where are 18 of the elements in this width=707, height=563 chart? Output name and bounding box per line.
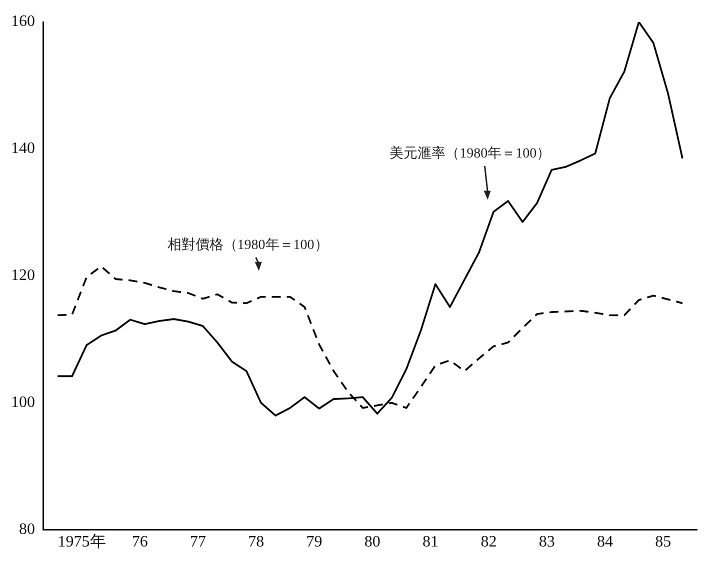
x-tick-label: 82: [480, 534, 497, 551]
x-tick-label: 79: [306, 534, 322, 551]
y-tick-label: 80: [19, 521, 35, 538]
x-tick-label: 83: [538, 534, 555, 551]
y-tick-label: 140: [11, 140, 35, 158]
x-tick-label: 80: [364, 534, 380, 551]
x-tick-label: 77: [190, 534, 206, 551]
y-tick-label: 160: [11, 13, 35, 30]
x-tick-label: 84: [596, 534, 613, 551]
x-tick-label: 85: [655, 534, 672, 551]
y-tick-label: 120: [11, 267, 35, 284]
x-tick-label: 81: [422, 534, 439, 551]
x-tick-label: 78: [248, 534, 264, 551]
y-tick-label: 100: [11, 394, 35, 412]
x-tick-label: 1975年: [58, 534, 106, 551]
x-tick-label: 76: [132, 534, 148, 551]
text: 相對價格（1980年＝100）: [167, 237, 328, 254]
series-label: 美元滙率（1980年＝100）: [390, 146, 551, 162]
